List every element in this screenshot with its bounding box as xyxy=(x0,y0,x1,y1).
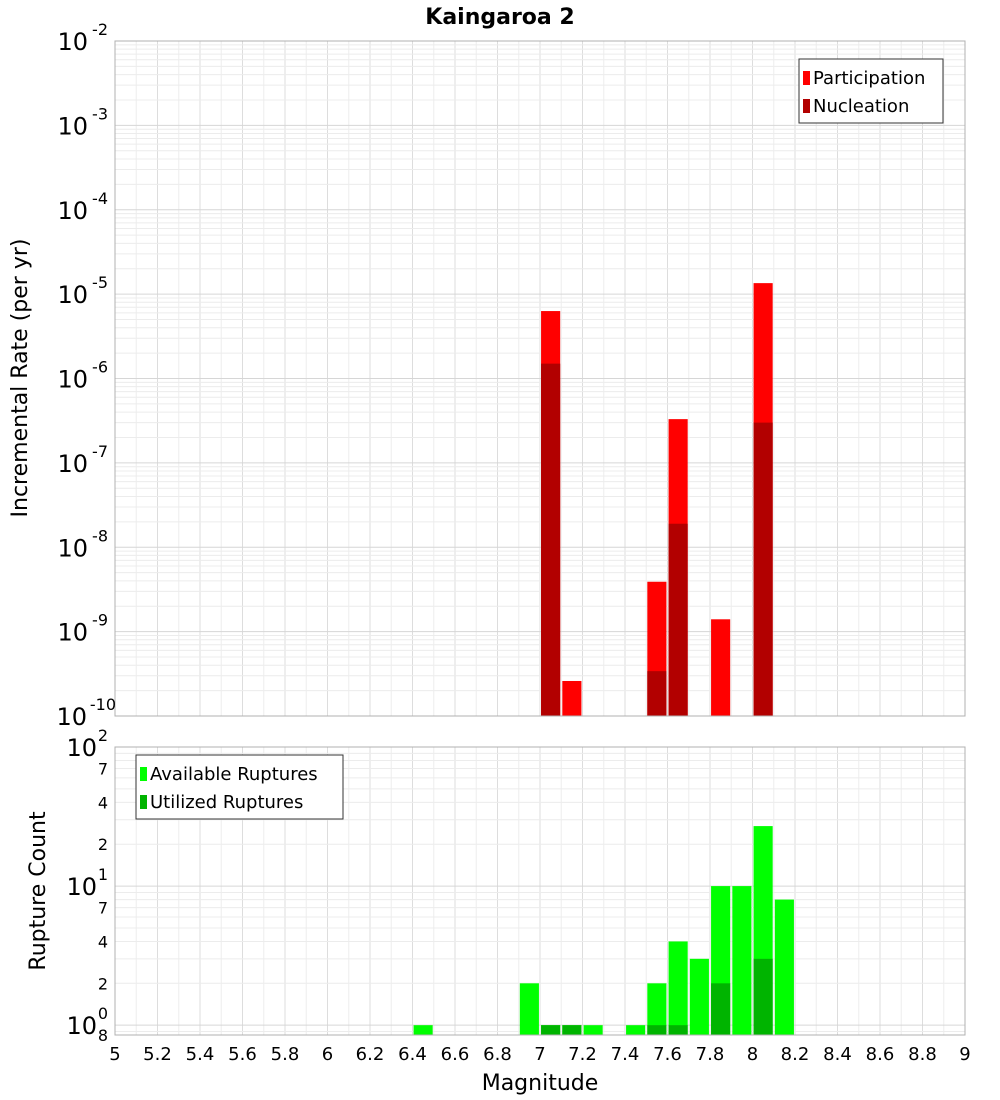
y-tick-label: 10 xyxy=(66,873,97,901)
y-minor-tick-label: 7 xyxy=(98,899,108,918)
x-tick-label: 9 xyxy=(959,1044,970,1065)
grid xyxy=(114,41,966,717)
x-tick-label: 7 xyxy=(534,1044,545,1065)
x-tick-label: 6 xyxy=(322,1044,333,1065)
legend-label: Nucleation xyxy=(813,96,909,117)
y-minor-tick-label: 4 xyxy=(98,932,108,951)
y-tick-exponent: -8 xyxy=(92,526,108,545)
plot-border xyxy=(114,746,966,1036)
x-tick-label: 8 xyxy=(747,1044,758,1065)
y-tick-label: 10 xyxy=(57,197,88,225)
bar xyxy=(647,1025,667,1035)
y-tick-label: 10 xyxy=(66,734,97,762)
bar xyxy=(711,619,731,716)
bar xyxy=(689,958,709,1035)
magnitude-x-axis-label: Magnitude xyxy=(482,1071,599,1096)
bar xyxy=(732,886,752,1035)
bar xyxy=(668,1025,688,1035)
x-tick-label: 6.8 xyxy=(483,1044,512,1065)
bar xyxy=(668,523,688,716)
y-tick-label: 10 xyxy=(57,281,88,309)
legend-label: Participation xyxy=(813,68,925,89)
x-tick-label: 8.2 xyxy=(781,1044,810,1065)
rate-panel: 10-210-310-410-510-610-710-810-910 -10Par… xyxy=(56,20,966,731)
y-minor-tick-label: 8 xyxy=(98,1026,108,1045)
bar xyxy=(668,941,688,1035)
bar xyxy=(519,983,539,1035)
x-tick-label: 6.4 xyxy=(398,1044,427,1065)
y-minor-tick-label: 2 xyxy=(98,974,108,993)
y-tick-label: 10 xyxy=(57,366,88,394)
x-tick-label: 7.4 xyxy=(611,1044,640,1065)
y-tick-exponent: 0 xyxy=(98,1004,108,1023)
y-minor-tick-label: 7 xyxy=(98,760,108,779)
y-tick-exponent: -6 xyxy=(92,358,108,377)
y-minor-tick-label: 2 xyxy=(98,835,108,854)
legend-swatch xyxy=(803,99,810,113)
legend-box xyxy=(798,58,944,124)
x-tick-label: 7.2 xyxy=(568,1044,597,1065)
y-minor-tick-label: 4 xyxy=(98,793,108,812)
x-tick-label: 7.6 xyxy=(653,1044,682,1065)
y-tick-label: 10 xyxy=(57,450,88,478)
bar xyxy=(774,899,794,1035)
y-tick-label: 10 xyxy=(57,534,88,562)
x-tick-label: 5.2 xyxy=(143,1044,172,1065)
y-tick-label: 10 xyxy=(57,112,88,140)
legend-box xyxy=(135,754,344,820)
x-tick-label: 5.6 xyxy=(228,1044,257,1065)
bar xyxy=(753,958,773,1035)
bar xyxy=(541,1025,561,1035)
x-tick-label: 5.4 xyxy=(186,1044,215,1065)
bar xyxy=(647,671,667,716)
series-nucleation xyxy=(541,363,773,716)
y-tick-exponent: -10 xyxy=(90,695,116,714)
y-tick-exponent: -3 xyxy=(92,104,108,123)
y-tick-exponent: 2 xyxy=(98,726,108,745)
y-tick-exponent: -7 xyxy=(92,442,108,461)
y-tick-label: 10 xyxy=(57,619,88,647)
x-tick-label: 5 xyxy=(109,1044,120,1065)
bar xyxy=(647,983,667,1035)
y-tick-label: 10 xyxy=(66,1012,97,1040)
x-tick-label: 8.6 xyxy=(866,1044,895,1065)
chart-title: Kaingaroa 2 xyxy=(425,5,574,30)
y-tick-label: 10 xyxy=(57,28,88,56)
x-tick-label: 6.6 xyxy=(441,1044,470,1065)
legend-label: Available Ruptures xyxy=(150,764,318,785)
y-tick-exponent: -2 xyxy=(92,20,108,39)
y-tick-exponent: -5 xyxy=(92,273,108,292)
bar xyxy=(626,1025,646,1035)
legend: Available Ruptures Utilized Ruptures xyxy=(135,754,344,820)
legend-label: Utilized Ruptures xyxy=(150,792,303,813)
count-y-axis-label: Rupture Count xyxy=(26,811,51,971)
legend-swatch xyxy=(803,71,810,85)
bar xyxy=(711,983,731,1035)
bar xyxy=(413,1025,433,1035)
bar xyxy=(541,363,561,716)
y-tick-exponent: 1 xyxy=(98,865,108,884)
legend: Participation Nucleation xyxy=(798,58,944,124)
x-tick-label: 7.8 xyxy=(696,1044,725,1065)
x-tick-labels: 5 5.2 5.4 5.6 5.8 6 6.2 6.4 6.6 6.8 7 7.2 7.4 7.6 7.8 8… xyxy=(109,1044,970,1065)
x-tick-label: 6.2 xyxy=(356,1044,385,1065)
y-tick-exponent: -9 xyxy=(92,611,108,630)
y-tick-label: 10 xyxy=(56,703,87,731)
legend-swatch xyxy=(140,795,147,809)
plot-border xyxy=(114,40,966,717)
rate-y-axis-label: Incremental Rate (per yr) xyxy=(8,239,33,518)
x-tick-label: 8.8 xyxy=(908,1044,937,1065)
x-tick-label: 8.4 xyxy=(823,1044,852,1065)
series-utilized-ruptures xyxy=(541,958,773,1035)
y-tick-exponent: -4 xyxy=(92,189,108,208)
bar xyxy=(583,1025,603,1035)
bar xyxy=(562,1025,582,1035)
bar xyxy=(753,422,773,716)
legend-swatch xyxy=(140,767,147,781)
bar xyxy=(562,680,582,716)
x-tick-label: 5.8 xyxy=(271,1044,300,1065)
